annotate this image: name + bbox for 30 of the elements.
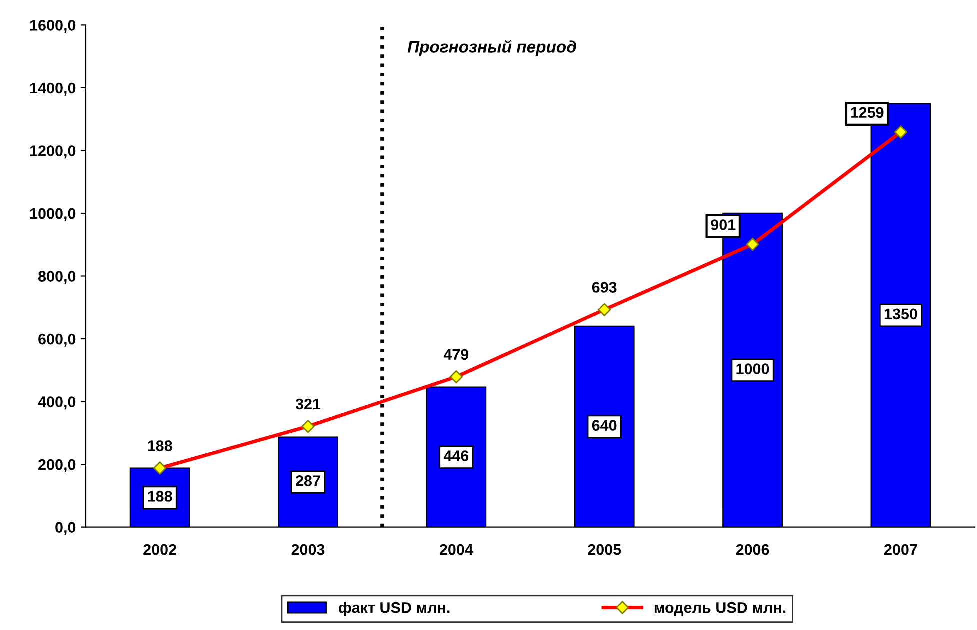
y-tick-label: 1600,0 xyxy=(30,20,76,34)
data-label: 1350 xyxy=(884,308,918,320)
data-label: 287 xyxy=(296,476,320,486)
y-tick-label: 1200,0 xyxy=(30,146,76,159)
x-tick-label: 2005 xyxy=(588,544,622,556)
x-tick-label: 2002 xyxy=(144,544,176,556)
y-tick-label: 200,0 xyxy=(38,459,76,472)
data-label: 479 xyxy=(444,349,469,360)
x-tick-label: 2004 xyxy=(440,544,474,556)
y-tick-label: 800,0 xyxy=(38,271,76,284)
annotation: Прогнозный период xyxy=(408,40,576,56)
data-label: 321 xyxy=(296,398,321,410)
x-tick-label: 2007 xyxy=(884,544,918,556)
x-tick-label: 2006 xyxy=(736,544,770,556)
data-label: 640 xyxy=(592,420,617,431)
data-label: 901 xyxy=(711,220,736,230)
y-tick-label: 1000,0 xyxy=(30,208,76,222)
y-tick-label: 400,0 xyxy=(38,396,76,410)
x-tick-label: 2003 xyxy=(292,544,325,556)
data-label: 188 xyxy=(148,491,172,502)
data-label: 693 xyxy=(592,282,617,293)
legend-label: факт USD млн. xyxy=(339,602,450,616)
data-label: 446 xyxy=(444,450,469,462)
legend-label: модель USD млн. xyxy=(654,602,786,616)
data-label: 1259 xyxy=(851,107,884,118)
y-tick-label: 1400,0 xyxy=(30,82,76,96)
data-label: 1000 xyxy=(736,364,770,374)
data-label: 188 xyxy=(148,440,172,452)
y-tick-label: 600,0 xyxy=(38,334,76,347)
y-tick-label: 0,0 xyxy=(56,522,76,536)
